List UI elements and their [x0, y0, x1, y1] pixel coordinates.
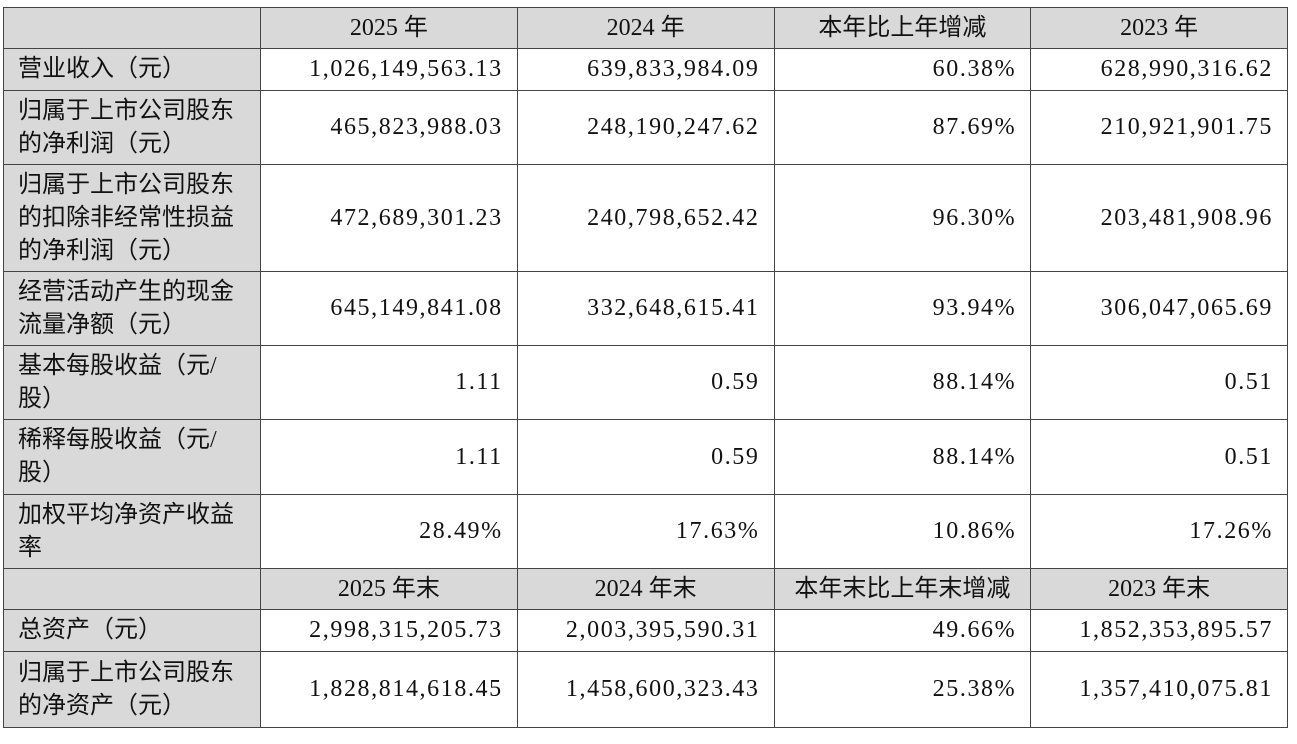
value-cell: 88.14%	[773, 419, 1032, 495]
value-cell: 2,998,315,205.73	[260, 609, 518, 652]
table-row: 基本每股收益（元/股） 1.11 0.59 88.14% 0.51	[3, 345, 1288, 420]
table-row: 归属于上市公司股东的净利润（元） 465,823,988.03 248,190,24…	[3, 90, 1288, 165]
table-row: 经营活动产生的现金流量净额（元） 645,149,841.08 332,648,61…	[3, 271, 1288, 346]
value-cell: 96.30%	[773, 164, 1032, 272]
value-cell: 639,833,984.09	[516, 48, 775, 91]
header-row: 2025 年末 2024 年末 本年末比上年末增减 2023 年末	[3, 568, 1288, 610]
value-cell: 210,921,901.75	[1030, 90, 1288, 165]
column-header: 2023 年末	[1030, 568, 1288, 610]
row-label: 营业收入（元）	[3, 48, 261, 91]
value-cell: 1,852,353,895.57	[1030, 609, 1288, 652]
table-row: 营业收入（元） 1,026,149,563.13 639,833,984.09 60.…	[3, 48, 1288, 91]
column-header: 2025 年末	[260, 568, 518, 610]
value-cell: 248,190,247.62	[516, 90, 775, 165]
row-label: 稀释每股收益（元/股）	[3, 419, 261, 495]
value-cell: 472,689,301.23	[260, 164, 518, 272]
value-cell: 203,481,908.96	[1030, 164, 1288, 272]
value-cell: 1,458,600,323.43	[516, 651, 775, 728]
value-cell: 17.63%	[516, 494, 775, 569]
column-header: 2024 年末	[516, 568, 775, 610]
value-cell: 332,648,615.41	[516, 271, 775, 346]
value-cell: 93.94%	[773, 271, 1032, 346]
value-cell: 1,026,149,563.13	[260, 48, 518, 91]
value-cell: 10.86%	[773, 494, 1032, 569]
financial-data-table: 2025 年 2024 年本年比上年增减 2023 年营业收入（元） 1,026,14…	[3, 7, 1288, 728]
header-blank-cell	[3, 7, 261, 49]
value-cell: 0.51	[1030, 345, 1288, 420]
value-cell: 465,823,988.03	[260, 90, 518, 165]
value-cell: 1,828,814,618.45	[260, 651, 518, 728]
value-cell: 306,047,065.69	[1030, 271, 1288, 346]
value-cell: 17.26%	[1030, 494, 1288, 569]
row-label: 经营活动产生的现金流量净额（元）	[3, 271, 261, 346]
value-cell: 1.11	[260, 345, 518, 420]
value-cell: 0.51	[1030, 419, 1288, 495]
value-cell: 2,003,395,590.31	[516, 609, 775, 652]
value-cell: 645,149,841.08	[260, 271, 518, 346]
value-cell: 60.38%	[773, 48, 1032, 91]
value-cell: 240,798,652.42	[516, 164, 775, 272]
table-row: 总资产（元） 2,998,315,205.73 2,003,395,590.31 49…	[3, 609, 1288, 652]
row-label: 归属于上市公司股东的净利润（元）	[3, 90, 261, 165]
value-cell: 87.69%	[773, 90, 1032, 165]
value-cell: 49.66%	[773, 609, 1032, 652]
column-header: 2023 年	[1030, 7, 1288, 49]
value-cell: 25.38%	[773, 651, 1032, 728]
value-cell: 28.49%	[260, 494, 518, 569]
table-row: 归属于上市公司股东的扣除非经常性损益的净利润（元） 472,689,301.23 2…	[3, 164, 1288, 272]
table-row: 稀释每股收益（元/股） 1.11 0.59 88.14% 0.51	[3, 419, 1288, 495]
row-label: 基本每股收益（元/股）	[3, 345, 261, 420]
value-cell: 1,357,410,075.81	[1030, 651, 1288, 728]
header-blank-cell	[3, 568, 261, 610]
row-label: 加权平均净资产收益率	[3, 494, 261, 569]
header-row: 2025 年 2024 年本年比上年增减 2023 年	[3, 7, 1288, 49]
column-header: 2024 年	[516, 7, 775, 49]
value-cell: 0.59	[516, 419, 775, 495]
column-header: 本年比上年增减	[773, 7, 1032, 49]
value-cell: 88.14%	[773, 345, 1032, 420]
row-label: 归属于上市公司股东的净资产（元）	[3, 651, 261, 728]
table-row: 归属于上市公司股东的净资产（元） 1,828,814,618.45 1,458,60…	[3, 651, 1288, 728]
value-cell: 0.59	[516, 345, 775, 420]
value-cell: 628,990,316.62	[1030, 48, 1288, 91]
table-row: 加权平均净资产收益率 28.49% 17.63% 10.86% 17.26%	[3, 494, 1288, 569]
column-header: 2025 年	[260, 7, 518, 49]
row-label: 归属于上市公司股东的扣除非经常性损益的净利润（元）	[3, 164, 261, 272]
row-label: 总资产（元）	[3, 609, 261, 652]
value-cell: 1.11	[260, 419, 518, 495]
column-header: 本年末比上年末增减	[773, 568, 1032, 610]
